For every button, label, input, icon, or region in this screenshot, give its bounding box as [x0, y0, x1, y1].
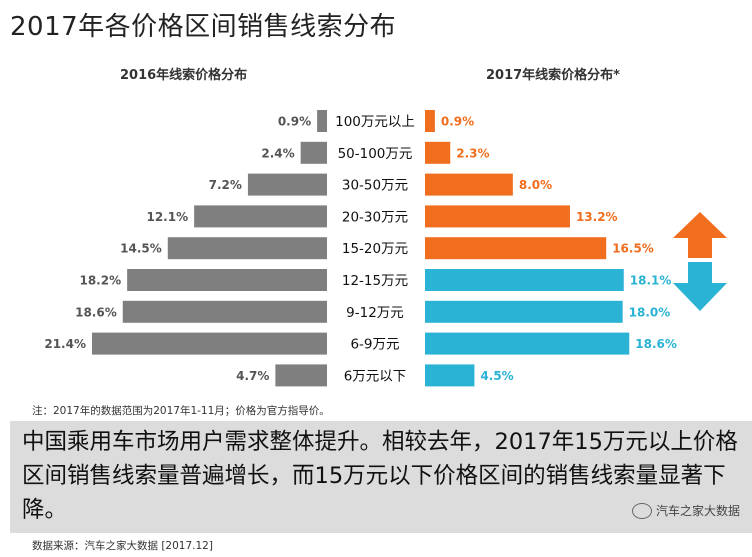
- label-2017: 8.0%: [519, 178, 552, 192]
- bar-2017: [425, 300, 623, 323]
- bar-2017: [425, 364, 475, 387]
- label-2016: 21.4%: [44, 337, 86, 351]
- bar-2016: [275, 364, 327, 387]
- bar-2017: [425, 269, 624, 291]
- summary-text: 中国乘用车市场用户需求整体提升。相较去年，2017年15万元以上价格区间销售线索…: [22, 429, 738, 523]
- bar-2017: [425, 237, 607, 260]
- bar-2016: [194, 205, 327, 228]
- footnote: 注：2017年的数据范围为2017年1-11月；价格为官方指导价。: [32, 405, 330, 417]
- butterfly-chart: 0.9% 100万元以上 0.9% 2.4% 50-100万元 2.3% 7.2% 30-50…: [44, 110, 727, 387]
- bar-2017: [425, 205, 570, 228]
- bar-2017: [425, 141, 451, 164]
- category-label: 50-100万元: [338, 146, 413, 162]
- left-series-heading: 2016年线索价格分布: [120, 68, 248, 83]
- bar-2016: [92, 332, 327, 355]
- label-2017: 16.5%: [612, 242, 654, 256]
- brand-watermark: 汽车之家大数据: [631, 502, 740, 519]
- label-2017: 13.2%: [576, 210, 618, 224]
- summary-panel: 中国乘用车市场用户需求整体提升。相较去年，2017年15万元以上价格区间销售线索…: [10, 421, 752, 533]
- category-label: 6万元以下: [344, 368, 407, 384]
- brand-label: 汽车之家大数据: [655, 504, 740, 518]
- bar-2016: [247, 173, 327, 196]
- category-label: 30-50万元: [342, 178, 408, 194]
- label-2016: 14.5%: [120, 242, 162, 256]
- category-label: 20-30万元: [342, 209, 408, 225]
- trend-down-arrow-icon: [673, 262, 727, 311]
- label-2016: 18.2%: [79, 274, 121, 288]
- bar-2017: [425, 173, 513, 196]
- label-2017: 18.1%: [630, 274, 672, 288]
- label-2017: 0.9%: [441, 115, 474, 129]
- label-2016: 7.2%: [209, 178, 242, 192]
- label-2016: 0.9%: [278, 115, 311, 129]
- category-label: 6-9万元: [350, 337, 399, 353]
- label-2017: 18.6%: [635, 337, 677, 351]
- label-2016: 18.6%: [75, 305, 117, 319]
- label-2016: 2.4%: [261, 146, 294, 160]
- chart-title: 2017年各价格区间销售线索分布: [10, 12, 397, 42]
- category-label: 12-15万元: [342, 273, 408, 289]
- right-series-heading: 2017年线索价格分布*: [486, 68, 620, 83]
- bar-2016: [167, 237, 327, 260]
- bar-2016: [122, 300, 327, 323]
- label-2016: 12.1%: [146, 210, 188, 224]
- label-2017: 18.0%: [629, 305, 671, 319]
- bar-2017: [425, 332, 630, 355]
- category-label: 9-12万元: [346, 305, 404, 321]
- bar-2016: [317, 110, 327, 132]
- label-2017: 2.3%: [456, 146, 489, 160]
- bar-2016: [300, 141, 327, 164]
- label-2017: 4.5%: [480, 369, 513, 383]
- label-2016: 4.7%: [236, 369, 269, 383]
- category-label: 100万元以上: [335, 114, 415, 130]
- category-label: 15-20万元: [342, 241, 408, 257]
- trend-up-arrow-icon: [673, 212, 727, 258]
- bar-2017: [425, 110, 435, 132]
- bar-2016: [127, 269, 327, 291]
- data-source: 数据来源：汽车之家大数据 [2017.12]: [32, 540, 213, 552]
- wechat-icon: [631, 502, 652, 519]
